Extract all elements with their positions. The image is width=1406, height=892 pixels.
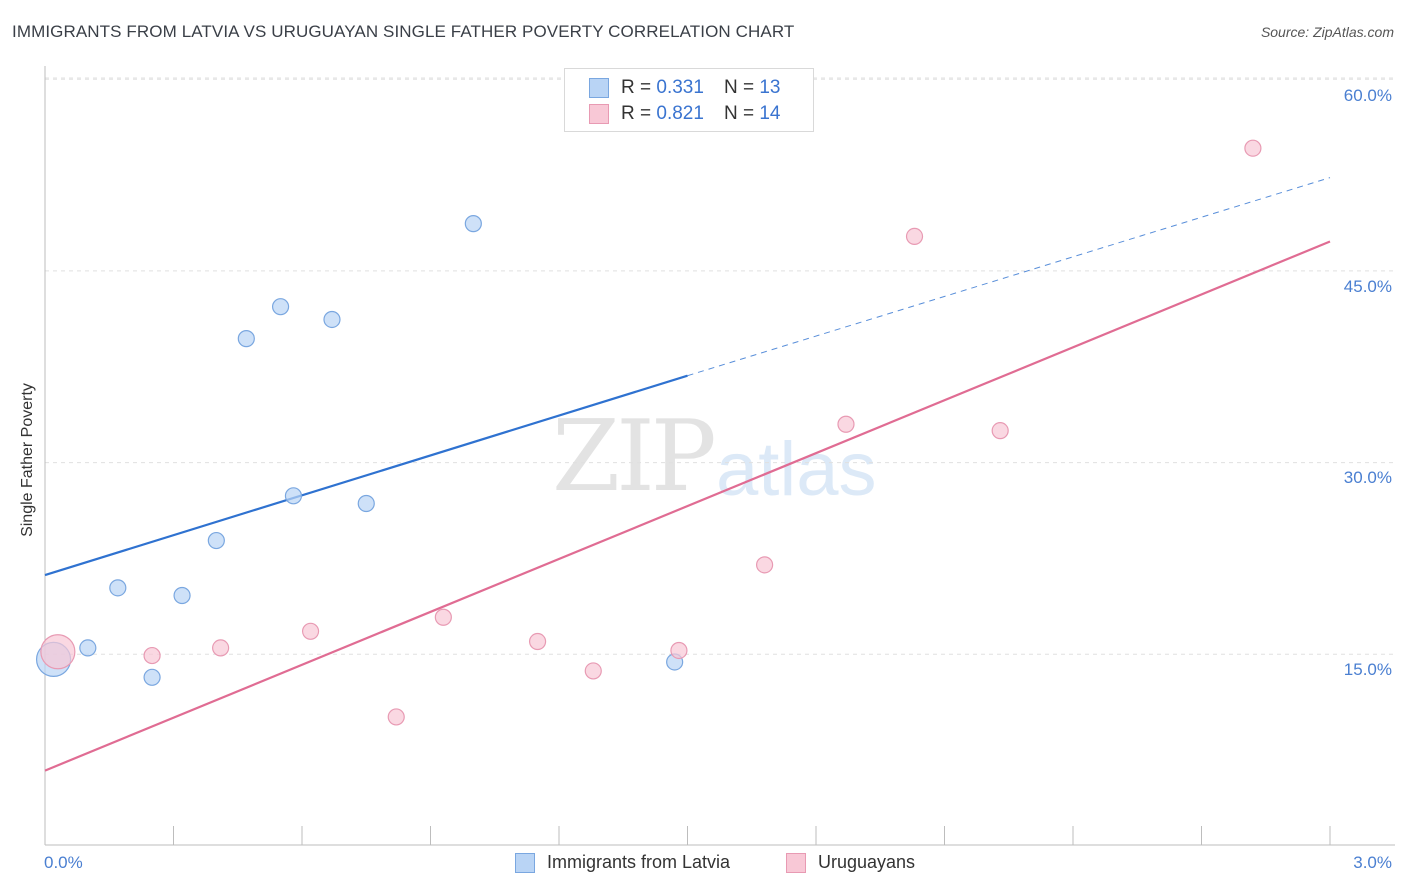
data-point-uruguayans: [905, 227, 924, 245]
data-point-uruguayans: [755, 556, 774, 574]
data-point-latvia: [271, 298, 290, 316]
legend-swatch-blue: [515, 852, 535, 873]
r-label: R =: [621, 77, 652, 98]
r-value: 0.821: [656, 103, 704, 124]
r-label: R =: [621, 103, 652, 124]
legend-row-latvia: R = 0.331 N = 13: [589, 75, 780, 101]
x-tick-min: 0.0%: [44, 853, 83, 872]
data-point-uruguayans: [40, 634, 76, 670]
y-tick-15: 15.0%: [1343, 660, 1392, 679]
legend-label: Immigrants from Latvia: [547, 852, 731, 872]
data-point-uruguayans: [670, 641, 688, 660]
n-label: N =: [723, 77, 755, 98]
data-point-latvia: [143, 668, 161, 686]
data-point-latvia: [323, 310, 341, 329]
data-point-uruguayans: [301, 622, 320, 640]
y-tick-60: 60.0%: [1343, 86, 1392, 105]
n-label: N =: [723, 103, 755, 124]
trendline-latvia: [44, 374, 688, 577]
legend-swatch-pink: [786, 852, 806, 873]
y-tick-45: 45.0%: [1343, 277, 1392, 296]
data-point-uruguayans: [387, 708, 405, 726]
x-tick-max: 3.0%: [1353, 853, 1392, 872]
legend-swatch-blue: [589, 78, 609, 98]
correlation-legend: R = 0.331 N = 13 R = 0.821 N = 14: [564, 68, 814, 132]
data-point-latvia: [173, 586, 191, 605]
legend-row-uruguayans: R = 0.821 N = 14: [589, 101, 780, 127]
data-point-latvia: [357, 494, 375, 513]
chart-title: IMMIGRANTS FROM LATVIA VS URUGUAYAN SING…: [12, 22, 795, 41]
data-point-latvia: [207, 531, 225, 550]
trendline-uruguayans: [44, 240, 1331, 772]
data-point-latvia: [109, 579, 127, 597]
source-label: Source: ZipAtlas.com: [1260, 24, 1394, 40]
y-tick-30: 30.0%: [1343, 468, 1392, 487]
watermark-atlas: atlas: [716, 427, 877, 512]
data-point-uruguayans: [212, 639, 230, 657]
n-value: 13: [759, 77, 781, 98]
data-point-uruguayans: [1244, 139, 1262, 157]
n-value: 14: [759, 103, 781, 124]
legend-item-latvia: Immigrants from Latvia: [515, 852, 730, 873]
r-value: 0.331: [656, 77, 704, 98]
data-point-uruguayans: [528, 632, 547, 651]
legend-swatch-pink: [589, 104, 609, 124]
data-point-latvia: [464, 215, 482, 233]
data-point-latvia: [284, 487, 303, 505]
legend-item-uruguayans: Uruguayans: [786, 852, 915, 873]
trendline-latvia-extension: [687, 177, 1331, 377]
data-point-uruguayans: [143, 646, 161, 665]
data-point-uruguayans: [584, 662, 602, 680]
data-point-uruguayans: [434, 608, 452, 626]
data-point-uruguayans: [991, 422, 1009, 440]
watermark-zip: ZIP: [552, 400, 717, 514]
data-point-latvia: [79, 639, 97, 657]
data-point-latvia: [237, 330, 255, 348]
legend-label: Uruguayans: [818, 852, 916, 872]
y-axis-label: Single Father Poverty: [19, 383, 36, 537]
data-point-uruguayans: [837, 415, 855, 433]
